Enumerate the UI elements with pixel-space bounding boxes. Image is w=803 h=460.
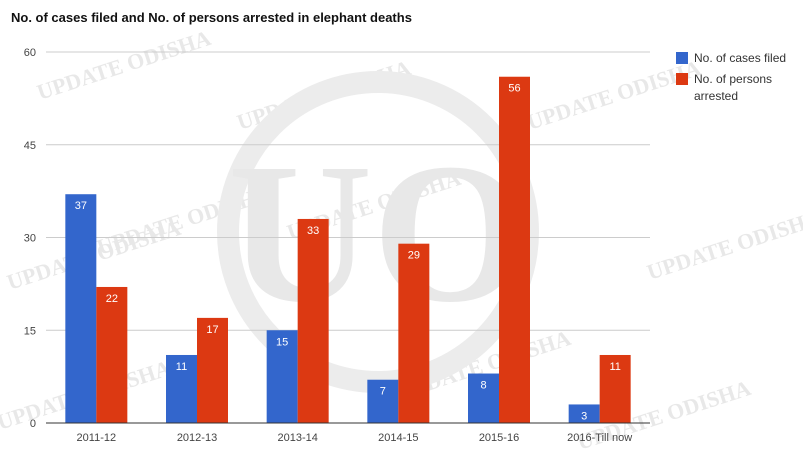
watermark-text: UPDATE ODISHA (524, 55, 704, 135)
bar-cases-filed (166, 354, 197, 423)
bar-cases-filed (65, 194, 97, 423)
bar-persons-arrested (197, 317, 228, 423)
bar-persons-arrested (96, 286, 128, 423)
bars (65, 76, 631, 423)
x-tick-label: 2014-15 (378, 432, 418, 444)
x-tick-label: 2015-16 (479, 432, 519, 444)
data-label: 56 (508, 83, 520, 95)
data-label: 8 (480, 380, 486, 392)
axes: 0 15 30 45 60 2011-12 2012-13 2013-14 2014-15 201… (24, 47, 650, 444)
bar-cases-filed (367, 379, 399, 423)
watermark-logo-letters: UO (228, 123, 528, 344)
legend: No. of cases filed No. of persons arrested (676, 51, 786, 103)
y-tick-label: 45 (24, 140, 36, 152)
watermark-text: UPDATE ODISHA (34, 25, 214, 105)
bar-persons-arrested (499, 76, 530, 423)
y-tick-label: 30 (24, 233, 36, 245)
bar-persons-arrested (398, 243, 430, 423)
data-label: 11 (176, 361, 187, 373)
watermark-text: UPDATE ODISHA (644, 205, 803, 285)
legend-label: No. of cases filed (694, 51, 786, 65)
bar-persons-arrested (599, 354, 631, 423)
bar-persons-arrested (297, 218, 329, 423)
data-label: 37 (75, 200, 87, 212)
data-label: 3 (581, 410, 587, 422)
chart-title: No. of cases filed and No. of persons ar… (11, 10, 412, 25)
bar-cases-filed (468, 373, 499, 423)
legend-swatch-cases-filed (676, 52, 688, 64)
legend-swatch-persons-arrested (676, 73, 688, 85)
y-tick-label: 60 (24, 47, 36, 59)
gridlines (46, 51, 650, 331)
data-label: 22 (106, 293, 118, 305)
data-label: 15 (276, 336, 288, 348)
data-labels: 37 22 11 17 15 33 7 29 8 56 3 11 (75, 83, 621, 423)
x-tick-label: 2011-12 (77, 432, 117, 444)
x-tick-label: 2012-13 (177, 432, 217, 444)
data-label: 33 (307, 225, 319, 237)
data-label: 11 (609, 361, 620, 373)
data-label: 7 (380, 386, 386, 398)
data-label: 29 (408, 250, 420, 262)
x-tick-label: 2016-Till now (567, 432, 632, 444)
x-tick-label: 2013-14 (277, 432, 317, 444)
y-tick-label: 0 (30, 418, 36, 430)
y-tick-label: 15 (24, 325, 36, 337)
data-label: 17 (206, 324, 218, 336)
bar-cases-filed (266, 330, 298, 423)
legend-label: arrested (694, 89, 738, 103)
legend-label: No. of persons (694, 72, 772, 86)
bar-cases-filed (568, 404, 600, 423)
